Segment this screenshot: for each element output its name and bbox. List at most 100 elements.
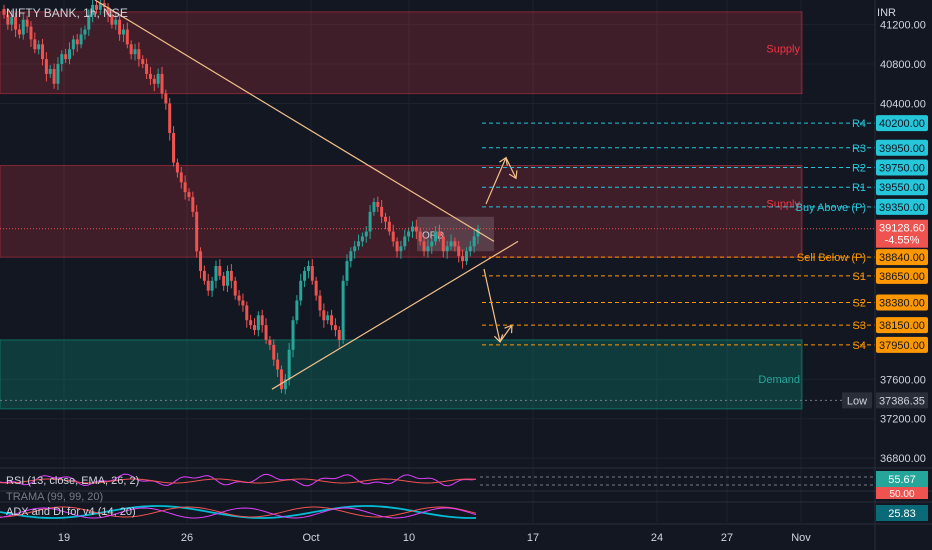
pivot-price-text: 37950.00	[879, 340, 925, 352]
pivot-price-tag	[876, 249, 928, 266]
candle-body	[445, 246, 449, 252]
candle-body	[330, 315, 334, 326]
pivot-level-label: Buy Above (P)	[796, 202, 866, 214]
candle-body	[179, 172, 183, 183]
pivot-price-tag	[876, 139, 928, 156]
candle-body	[341, 280, 345, 340]
candle-body	[41, 44, 45, 60]
candle-body	[453, 241, 457, 247]
adx-indicator-label[interactable]: ADX and DI for v4 (14, 20)	[6, 506, 136, 518]
candle-body	[314, 280, 318, 296]
pivot-price-text: 39350.00	[879, 202, 925, 214]
candle-body	[410, 226, 414, 232]
y-axis-tick-label: 40800.00	[880, 59, 926, 71]
candle-body	[199, 251, 203, 271]
candle-body	[241, 300, 245, 306]
candle-body	[422, 241, 426, 252]
candle-body	[476, 228, 480, 237]
candle-body	[17, 29, 21, 35]
candle-body	[360, 236, 364, 242]
candle-body	[10, 16, 14, 25]
candle-body	[337, 330, 341, 340]
pivot-level-label: Sell Below (P)	[797, 252, 866, 264]
candle-body	[214, 266, 218, 281]
candle-body	[380, 206, 384, 217]
rsi-value-tag	[876, 471, 928, 487]
candle-body	[357, 241, 361, 247]
candle-body	[64, 54, 68, 60]
pivot-level-label: R1	[852, 182, 866, 194]
candle-body	[276, 359, 280, 370]
candle-body	[461, 256, 465, 262]
candle-body	[94, 4, 98, 10]
candle-body	[187, 192, 191, 198]
pivot-price-tag	[876, 115, 928, 132]
candle-body	[25, 19, 29, 27]
candle-body	[152, 78, 156, 84]
candle-body	[114, 19, 118, 25]
pivot-price-tag	[876, 159, 928, 176]
descending-trendline	[94, 0, 495, 242]
candle-body	[106, 6, 110, 15]
candle-body	[133, 49, 137, 55]
current-price-text: 39128.60	[879, 223, 925, 235]
supply-zone-label: Supply	[766, 199, 800, 211]
candle-body	[125, 29, 129, 45]
candle-body	[391, 231, 395, 242]
candle-body	[48, 68, 52, 74]
candle-body	[52, 68, 56, 84]
candle-body	[295, 300, 299, 321]
candle-body	[75, 39, 79, 45]
candle-body	[272, 344, 276, 360]
breakdown-down-arrow	[483, 268, 501, 343]
candle-body	[6, 14, 10, 25]
candle-body	[91, 4, 95, 15]
candle-body	[202, 270, 206, 281]
pivot-price-text: 38380.00	[879, 297, 925, 309]
di-plus-line	[0, 507, 477, 519]
candle-body	[434, 231, 438, 242]
pivot-price-tag	[876, 317, 928, 334]
candle-body	[384, 216, 388, 222]
candle-body	[233, 280, 237, 296]
candle-body	[222, 275, 226, 286]
candle-body	[141, 59, 145, 65]
di-minus-line	[0, 506, 477, 518]
x-axis-tick-label: 27	[721, 532, 733, 544]
current-price-change: -4.55%	[885, 235, 920, 247]
trama-indicator-label[interactable]: TRAMA (99, 99, 20)	[6, 491, 104, 503]
candle-body	[260, 315, 264, 326]
candle-body	[345, 261, 349, 281]
y-axis-tick-label: 37200.00	[880, 414, 926, 426]
pivot-price-text: 38150.00	[879, 320, 925, 332]
candle-body	[118, 19, 122, 35]
breakout-up-arrow	[485, 157, 507, 205]
x-axis-tick-label: 17	[527, 532, 539, 544]
pivot-price-text: 39950.00	[879, 143, 925, 155]
candle-body	[145, 64, 149, 74]
x-axis-tick-label: 10	[403, 532, 415, 544]
candle-body	[399, 246, 403, 252]
pivot-price-tag	[876, 198, 928, 215]
candle-body	[191, 197, 195, 212]
candle-body	[437, 231, 441, 237]
candle-body	[407, 231, 411, 237]
candle-body	[160, 73, 164, 94]
candle-body	[283, 379, 287, 390]
ascending-trendline	[271, 240, 519, 390]
orb-label: ORB	[422, 230, 444, 241]
candle-body	[226, 270, 230, 286]
candle-body	[21, 19, 25, 35]
demand-zone	[0, 339, 803, 410]
rsi-indicator-label[interactable]: RSI (13, close, EMA, 26, 2)	[6, 475, 140, 487]
candle-body	[368, 211, 372, 232]
adx-value: 25.83	[888, 508, 916, 520]
rsi-signal-line	[0, 478, 477, 484]
candle-body	[237, 295, 241, 301]
pivot-price-tag	[876, 294, 928, 311]
demand-zone-label: Demand	[758, 374, 800, 386]
low-label: Low	[847, 395, 867, 407]
candle-body	[164, 93, 168, 104]
supply-zone-label: Supply	[766, 44, 800, 56]
